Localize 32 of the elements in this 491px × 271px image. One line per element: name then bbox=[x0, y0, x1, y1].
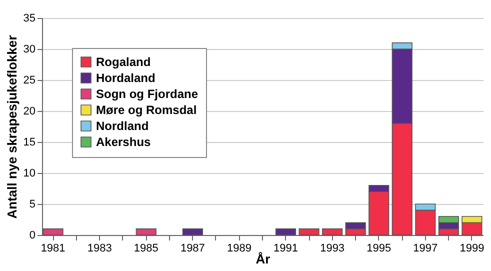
y-tick-label: 10 bbox=[23, 168, 36, 180]
bar bbox=[182, 228, 203, 236]
y-axis-title: Antall nye skrapesjukeflokker bbox=[4, 35, 20, 219]
x-tick-label: 1983 bbox=[87, 242, 112, 254]
y-tick-label: 25 bbox=[23, 74, 36, 86]
x-tick-label: 1997 bbox=[413, 242, 438, 254]
x-tick-label: 1989 bbox=[226, 242, 252, 254]
legend-label: Akershus bbox=[96, 135, 152, 149]
bar bbox=[298, 228, 320, 236]
bar bbox=[42, 228, 64, 236]
legend-label: Møre og Romsdal bbox=[96, 103, 197, 117]
y-tick-label: 5 bbox=[29, 198, 36, 210]
y-tick-label: 0 bbox=[29, 230, 36, 242]
y-tick-label: 20 bbox=[23, 106, 36, 118]
y-tick-label: 35 bbox=[23, 12, 36, 24]
x-tick-label: 1999 bbox=[460, 242, 484, 254]
legend-label: Sogn og Fjordane bbox=[96, 87, 198, 101]
bar bbox=[322, 228, 343, 236]
x-tick-label: 1985 bbox=[134, 242, 158, 254]
x-tick-label: 1993 bbox=[320, 242, 345, 254]
x-tick-label: 1987 bbox=[180, 242, 205, 254]
x-tick-label: 1991 bbox=[274, 242, 298, 254]
legend-label: Hordaland bbox=[96, 71, 156, 85]
y-tick-label: 30 bbox=[23, 44, 36, 56]
x-tick-label: 1995 bbox=[366, 242, 392, 254]
x-axis-title: År bbox=[256, 252, 270, 266]
legend-label: Nordland bbox=[96, 119, 149, 133]
x-tick-label: 1981 bbox=[40, 242, 66, 254]
y-tick-label: 15 bbox=[23, 136, 36, 148]
legend-label: Rogaland bbox=[96, 55, 151, 69]
bar bbox=[136, 228, 156, 236]
bar bbox=[275, 228, 296, 236]
